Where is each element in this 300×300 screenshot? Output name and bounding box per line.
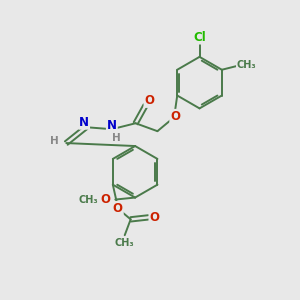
Text: CH₃: CH₃ [79,194,98,205]
Text: H: H [112,133,121,143]
Text: CH₃: CH₃ [237,60,256,70]
Text: H: H [50,136,59,146]
Text: O: O [170,110,180,123]
Text: Cl: Cl [193,31,206,44]
Text: N: N [107,119,117,132]
Text: O: O [113,202,123,215]
Text: O: O [100,193,110,206]
Text: CH₃: CH₃ [115,238,134,248]
Text: O: O [145,94,154,107]
Text: N: N [79,116,89,129]
Text: O: O [149,211,159,224]
